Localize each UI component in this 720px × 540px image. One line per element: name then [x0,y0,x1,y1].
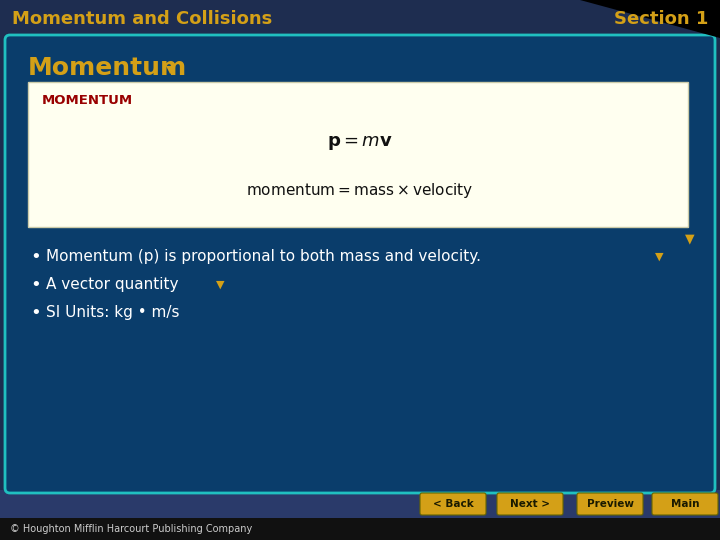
FancyBboxPatch shape [652,493,718,515]
Bar [0,490,720,518]
FancyBboxPatch shape [420,493,486,515]
Text: Section 1: Section 1 [613,10,708,28]
Text: A vector quantity: A vector quantity [46,278,179,293]
Text: © Houghton Mifflin Harcourt Publishing Company: © Houghton Mifflin Harcourt Publishing C… [10,524,252,534]
FancyBboxPatch shape [28,82,688,227]
Text: MOMENTUM: MOMENTUM [42,93,133,106]
Bar [0,518,720,540]
Text: ▼: ▼ [166,65,174,75]
Text: •: • [30,276,41,294]
Text: SI Units: kg • m/s: SI Units: kg • m/s [46,306,179,321]
Text: ▼: ▼ [685,233,695,246]
Polygon shape [580,0,720,38]
Text: Main: Main [671,499,699,509]
Text: ▼: ▼ [655,252,664,262]
Text: Momentum (p) is proportional to both mass and velocity.: Momentum (p) is proportional to both mas… [46,249,481,265]
FancyBboxPatch shape [497,493,563,515]
Text: ▼: ▼ [216,280,225,290]
Text: Preview: Preview [587,499,634,509]
Bar [0,0,720,38]
Text: •: • [30,304,41,322]
Text: •: • [30,248,41,266]
Text: Next >: Next > [510,499,550,509]
Text: < Back: < Back [433,499,473,509]
Text: Momentum and Collisions: Momentum and Collisions [12,10,272,28]
Text: Momentum: Momentum [28,56,187,80]
FancyBboxPatch shape [5,35,715,493]
Text: $\mathbf{p} = m\mathbf{v}$: $\mathbf{p} = m\mathbf{v}$ [327,134,393,152]
FancyBboxPatch shape [577,493,643,515]
Text: $\mathrm{momentum} = \mathrm{mass} \times \mathrm{velocity}$: $\mathrm{momentum} = \mathrm{mass} \time… [246,181,474,200]
